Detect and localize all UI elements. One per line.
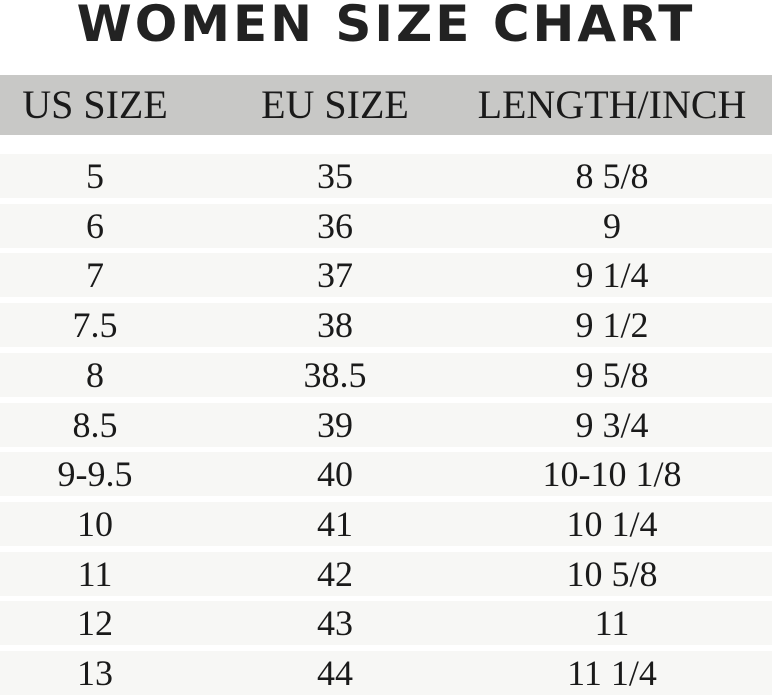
cell-us-size: 6 [86, 205, 104, 246]
cell-eu-size: 36 [317, 205, 353, 246]
cell-length-inch: 9 5/8 [575, 354, 649, 395]
cell-eu-size: 37 [317, 255, 353, 296]
table-row: 8 38.5 9 5/8 [0, 352, 772, 397]
cell-eu-size: 44 [317, 653, 353, 693]
cell-eu-size: 41 [317, 503, 353, 544]
cell-eu-size: 42 [317, 553, 353, 594]
cell-eu-size: 40 [317, 454, 353, 495]
cell-us-size: 8.5 [72, 404, 118, 445]
table-row: 7.5 38 9 1/2 [0, 303, 772, 348]
cell-length-inch: 10 1/4 [566, 503, 658, 544]
cell-eu-size: 35 [317, 156, 353, 196]
cell-us-size: 7.5 [72, 305, 118, 346]
table-row: 13 44 11 1/4 [0, 651, 772, 695]
table-row: 6 36 9 [0, 203, 772, 248]
cell-us-size: 7 [86, 255, 104, 296]
cell-us-size: 12 [77, 603, 113, 644]
cell-us-size: 9-9.5 [57, 454, 133, 495]
cell-length-inch: 9 [603, 205, 621, 246]
cell-us-size: 5 [86, 156, 104, 196]
header-length-inch: LENGTH/INCH [477, 82, 747, 127]
cell-length-inch: 9 1/2 [575, 305, 649, 346]
cell-eu-size: 43 [317, 603, 353, 644]
table-row: 8.5 39 9 3/4 [0, 402, 772, 447]
cell-length-inch: 9 1/4 [575, 255, 649, 296]
cell-us-size: 13 [77, 653, 113, 693]
cell-eu-size: 39 [317, 404, 353, 445]
table-header: US SIZE EU SIZE LENGTH/INCH [0, 75, 772, 135]
table-row: 11 42 10 5/8 [0, 551, 772, 596]
cell-us-size: 10 [77, 503, 113, 544]
cell-length-inch: 9 3/4 [575, 404, 649, 445]
chart-title: WOMEN SIZE CHART [76, 0, 696, 53]
cell-eu-size: 38.5 [303, 354, 367, 395]
table-row: 12 43 11 [0, 601, 772, 646]
header-eu-size: EU SIZE [261, 82, 409, 127]
table-row: 10 41 10 1/4 [0, 501, 772, 546]
cell-us-size: 11 [77, 553, 113, 594]
header-us-size: US SIZE [22, 82, 168, 127]
table-row: 5 35 8 5/8 [0, 154, 772, 198]
cell-length-inch: 10 5/8 [566, 553, 658, 594]
cell-length-inch: 8 5/8 [575, 156, 649, 196]
cell-eu-size: 38 [317, 305, 353, 346]
cell-us-size: 8 [86, 354, 104, 395]
table-row: 9-9.5 40 10-10 1/8 [0, 452, 772, 497]
table-row: 7 37 9 1/4 [0, 253, 772, 298]
cell-length-inch: 10-10 1/8 [542, 454, 682, 495]
cell-length-inch: 11 [594, 603, 630, 644]
cell-length-inch: 11 1/4 [567, 653, 657, 693]
